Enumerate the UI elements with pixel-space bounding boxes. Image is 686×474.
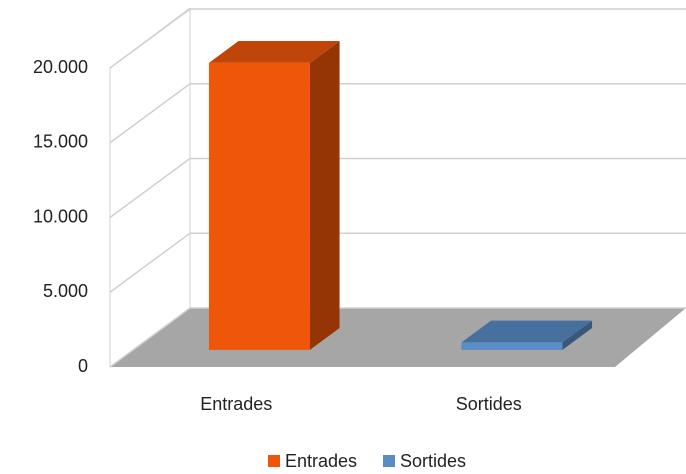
x-tick-label: Entrades <box>200 394 272 414</box>
y-tick-label: 0 <box>78 356 88 376</box>
y-tick-label: 15.000 <box>33 132 88 152</box>
grid-line <box>109 307 686 368</box>
grid-line <box>109 157 686 219</box>
floor <box>110 308 686 367</box>
x-tick-label: Sortides <box>456 394 522 414</box>
legend-swatch <box>383 455 395 467</box>
bar-top <box>461 320 593 343</box>
bar <box>208 62 310 350</box>
bar-side <box>309 41 340 350</box>
bar <box>461 342 563 350</box>
y-tick-label: 5.000 <box>43 281 88 301</box>
grid-line <box>109 83 686 144</box>
grid-line <box>109 8 686 69</box>
legend-swatch <box>268 455 280 467</box>
legend-label: Sortides <box>400 451 466 471</box>
bar-side <box>562 320 593 350</box>
bar-top <box>208 41 340 63</box>
y-tick-label: 10.000 <box>33 206 88 226</box>
y-tick-label: 20.000 <box>33 57 88 77</box>
grid-line <box>109 232 686 293</box>
legend-label: Entrades <box>285 451 357 471</box>
